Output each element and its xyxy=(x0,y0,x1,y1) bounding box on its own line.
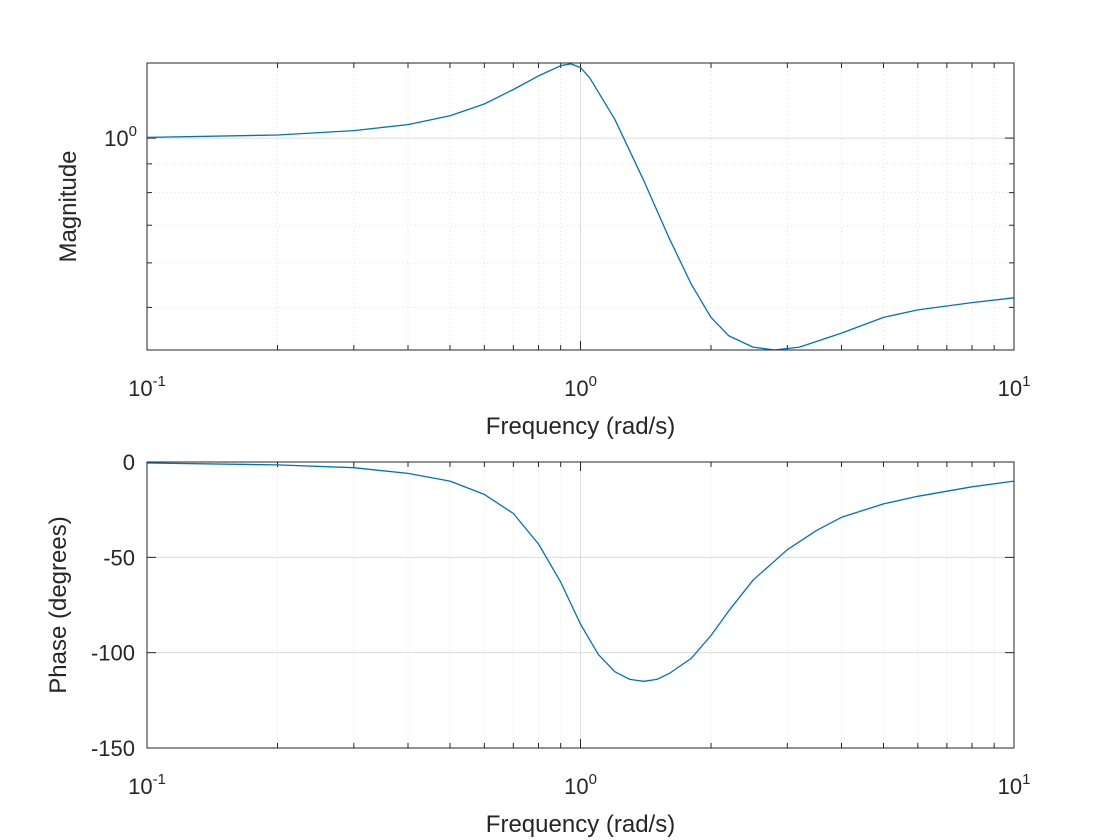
x-axis-label: Frequency (rad/s) xyxy=(486,413,675,440)
x-axis-label: Frequency (rad/s) xyxy=(486,811,675,838)
y-tick-label: 0 xyxy=(123,450,135,475)
phase-series-line xyxy=(146,462,1015,682)
axes-box xyxy=(146,461,1015,749)
magnitude-plot: 10-1 100 101 100 Frequency (rad/s) Magnitude xyxy=(55,62,1031,440)
magnitude-series-line xyxy=(146,63,1015,351)
y-tick-label: -150 xyxy=(91,736,135,761)
x-tick-label: 10-1 xyxy=(128,373,166,401)
y-axis-label: Magnitude xyxy=(55,150,82,262)
axes-box xyxy=(146,62,1015,351)
x-tick-label: 100 xyxy=(564,373,597,401)
y-tick-label: -100 xyxy=(91,641,135,666)
x-tick-label: 101 xyxy=(998,373,1031,401)
phase-plot: 10-1 100 101 0 -50 -100 -150 Frequency (rad/s) P… xyxy=(45,450,1030,838)
x-tick-label: 100 xyxy=(564,771,597,799)
y-tick-label: -50 xyxy=(103,545,135,570)
y-axis-label: Phase (degrees) xyxy=(45,516,72,693)
x-tick-label: 101 xyxy=(998,771,1031,799)
y-tick-label: 100 xyxy=(104,123,137,151)
x-tick-label: 10-1 xyxy=(128,771,166,799)
